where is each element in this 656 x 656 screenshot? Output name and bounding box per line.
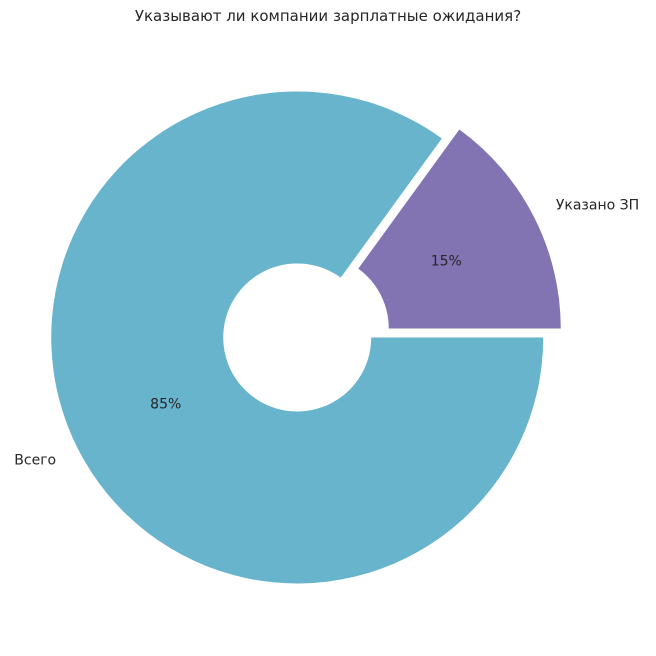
pie-slice-2 xyxy=(51,91,544,584)
slice-percent-label-1: 15% xyxy=(431,254,462,270)
slice-percent-label-2: 85% xyxy=(150,396,181,412)
slice-label-1: Указано ЗП xyxy=(556,198,639,214)
chart-title: Указывают ли компании зарплатные ожидани… xyxy=(134,7,522,25)
pie-slice-1 xyxy=(358,129,561,329)
slice-label-2: Всего xyxy=(14,452,56,468)
